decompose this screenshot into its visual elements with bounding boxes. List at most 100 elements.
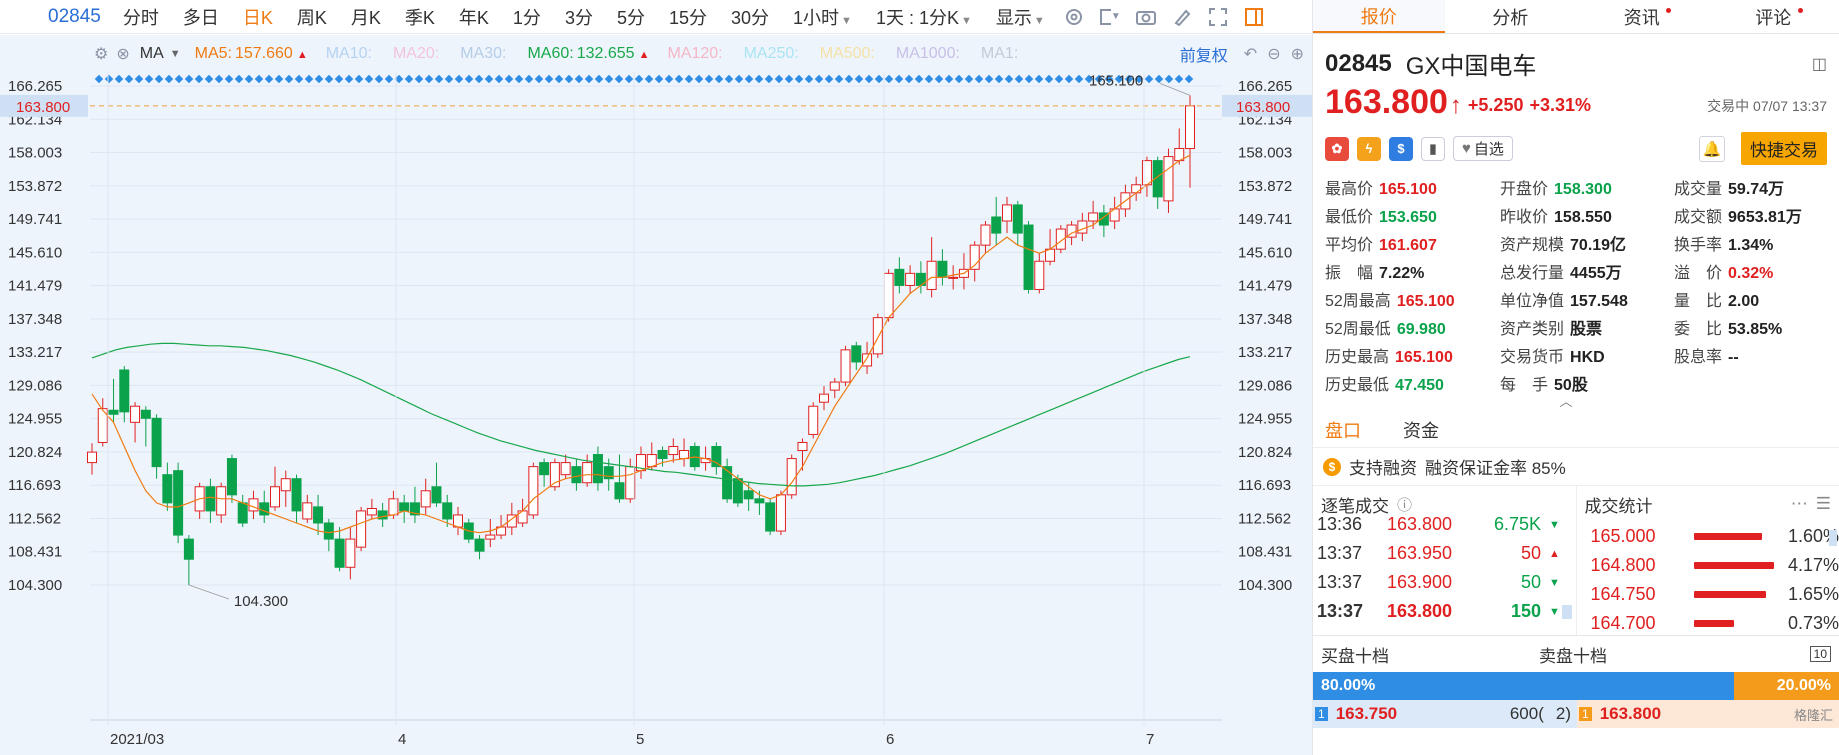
y-tick-label-left: 120.824 [8,444,62,461]
depth-toggle-icon[interactable]: 10 [1809,646,1831,662]
collapse-panel-icon[interactable]: ◫ [1811,55,1827,73]
period-tab[interactable]: 季K [404,7,435,28]
candle-body [485,534,496,540]
bookmark-icon[interactable]: ▮ [1421,136,1445,161]
tick-scrollbar[interactable] [1561,605,1572,619]
event-dot [414,74,424,84]
period-tab[interactable]: 15分 [668,7,707,28]
period-tab[interactable]: 1分 [512,7,541,28]
candle-body [980,224,991,246]
candle-body [345,538,356,568]
y-tick-label-right: 108.431 [1238,544,1292,561]
tab-quote-2[interactable]: 资讯 [1576,0,1708,33]
layout-icon[interactable]: ▼ [1099,6,1121,28]
period-tab[interactable]: 分时 [122,7,159,28]
stats-title: 成交统计 [1584,496,1653,516]
expand-stats-icon[interactable]: ︿ [1559,394,1573,409]
symbol-label[interactable]: 02845 [48,5,101,27]
candle-body [872,317,883,355]
candle-body [1012,204,1023,234]
period-tab[interactable]: 30分 [731,7,770,28]
candle-body [969,244,980,270]
candle-body [625,466,636,500]
period-tab[interactable]: 3分 [564,7,593,28]
alert-bell-icon[interactable]: 🔔 [1699,135,1725,162]
help-icon[interactable]: ⓘ [1397,496,1413,514]
notification-dot [1666,8,1672,13]
candle-body [388,498,399,516]
event-dot [394,74,404,84]
quote-tabs: 报价 分析 资讯 评论 [1313,0,1839,34]
bid-level-1[interactable]: 1 163.750 600( 2) [1313,700,1577,728]
tab-quote-0[interactable]: 报价 [1313,0,1445,33]
settings-icon[interactable] [1063,6,1085,28]
stats-scrollbar[interactable] [1829,530,1837,546]
list-icon[interactable]: ☰ [1815,494,1831,513]
more-icon[interactable]: ⋯ [1790,494,1808,513]
deal-stat-bar [1694,532,1763,540]
tab-capital[interactable]: 资金 [1403,420,1439,441]
ma-dropdown-icon[interactable]: ▼ [169,48,181,60]
indicator-close-icon[interactable]: ⊗ [116,46,130,63]
candle-body [119,369,130,413]
orderbook-row: 1 163.750 600( 2) 1 163.800 格隆汇 [1313,700,1839,728]
candle-body [1002,204,1012,222]
undo-icon[interactable]: ↶ [1243,46,1258,63]
deal-stat-row: 164.800 4.17% [1590,555,1839,575]
draw-pen-icon[interactable] [1171,6,1193,28]
hour-select[interactable]: 1小时 ▼ [793,7,852,28]
y-tick-label-left: 166.265 [8,78,62,95]
display-select[interactable]: 显示 ▼ [995,7,1045,28]
tab-quote-1[interactable]: 分析 [1492,7,1529,28]
stat-item: 资产类别 股票 [1500,321,1603,338]
candle-body [183,538,194,560]
candle-body [722,466,733,500]
indicator-settings-icon[interactable]: ⚙ [94,46,109,63]
kline-chart-area[interactable]: ⚙ ⊗ MA ▼ MA5: 157.660 ▲ MA10: MA20: MA30: MA60… [0,35,1312,755]
camera-icon[interactable] [1135,6,1157,28]
tab-quote-3[interactable]: 评论 [1708,0,1839,33]
candle-body [366,507,377,516]
side-panel-icon[interactable] [1243,6,1265,28]
ma-value: MA250: [743,45,799,62]
y-tick-label-right: 166.265 [1238,78,1292,95]
event-dot [324,74,334,84]
candle-body [323,522,334,540]
candle-body [205,486,216,512]
period-tab[interactable]: 周K [296,7,327,28]
zoom-out-icon[interactable]: ⊖ [1267,46,1281,63]
stat-item: 成交量 59.74万 [1674,181,1785,198]
candle-body [270,486,280,508]
candle-body [1055,228,1066,250]
tab-orderbook[interactable]: 盘口 [1325,420,1361,441]
stat-item: 振 幅 7.22% [1325,265,1425,282]
adjust-mode-button[interactable]: 前复权 [1179,48,1228,65]
candle-body [743,490,754,500]
ma-label[interactable]: MA [139,45,164,62]
period-tab[interactable]: 多日 [182,7,219,28]
price-change: +5.250 [1467,95,1524,115]
period-tab[interactable]: 年K [458,7,489,28]
stock-code: 02845 [1325,49,1392,77]
candle-body [765,502,776,532]
candle-body [173,470,184,536]
zoom-in-icon[interactable]: ⊕ [1290,46,1304,63]
candle-body [108,409,119,415]
margin-info: $ 支持融资 融资保证金率 85% [1313,448,1839,486]
event-dot [264,74,274,84]
range-select[interactable]: 1天 : 1分K ▼ [875,7,972,28]
quick-trade-button[interactable]: 快捷交易 [1741,132,1827,165]
ask-level-1[interactable]: 1 163.800 格隆汇 [1577,700,1839,728]
y-tick-label-left: 116.693 [8,477,61,494]
candle-body [302,502,313,520]
period-tab[interactable]: 5分 [616,7,645,28]
candle-body [474,538,485,552]
add-watchlist-button[interactable]: ♥ 自选 [1453,136,1513,161]
period-tab[interactable]: 日K [242,7,273,28]
candle-body [582,462,593,484]
fullscreen-icon[interactable] [1207,6,1229,28]
ma-value: MA10: [325,45,372,62]
period-tab[interactable]: 月K [350,7,381,28]
candle-body [926,260,937,290]
last-price: 163.800 [1325,83,1448,121]
